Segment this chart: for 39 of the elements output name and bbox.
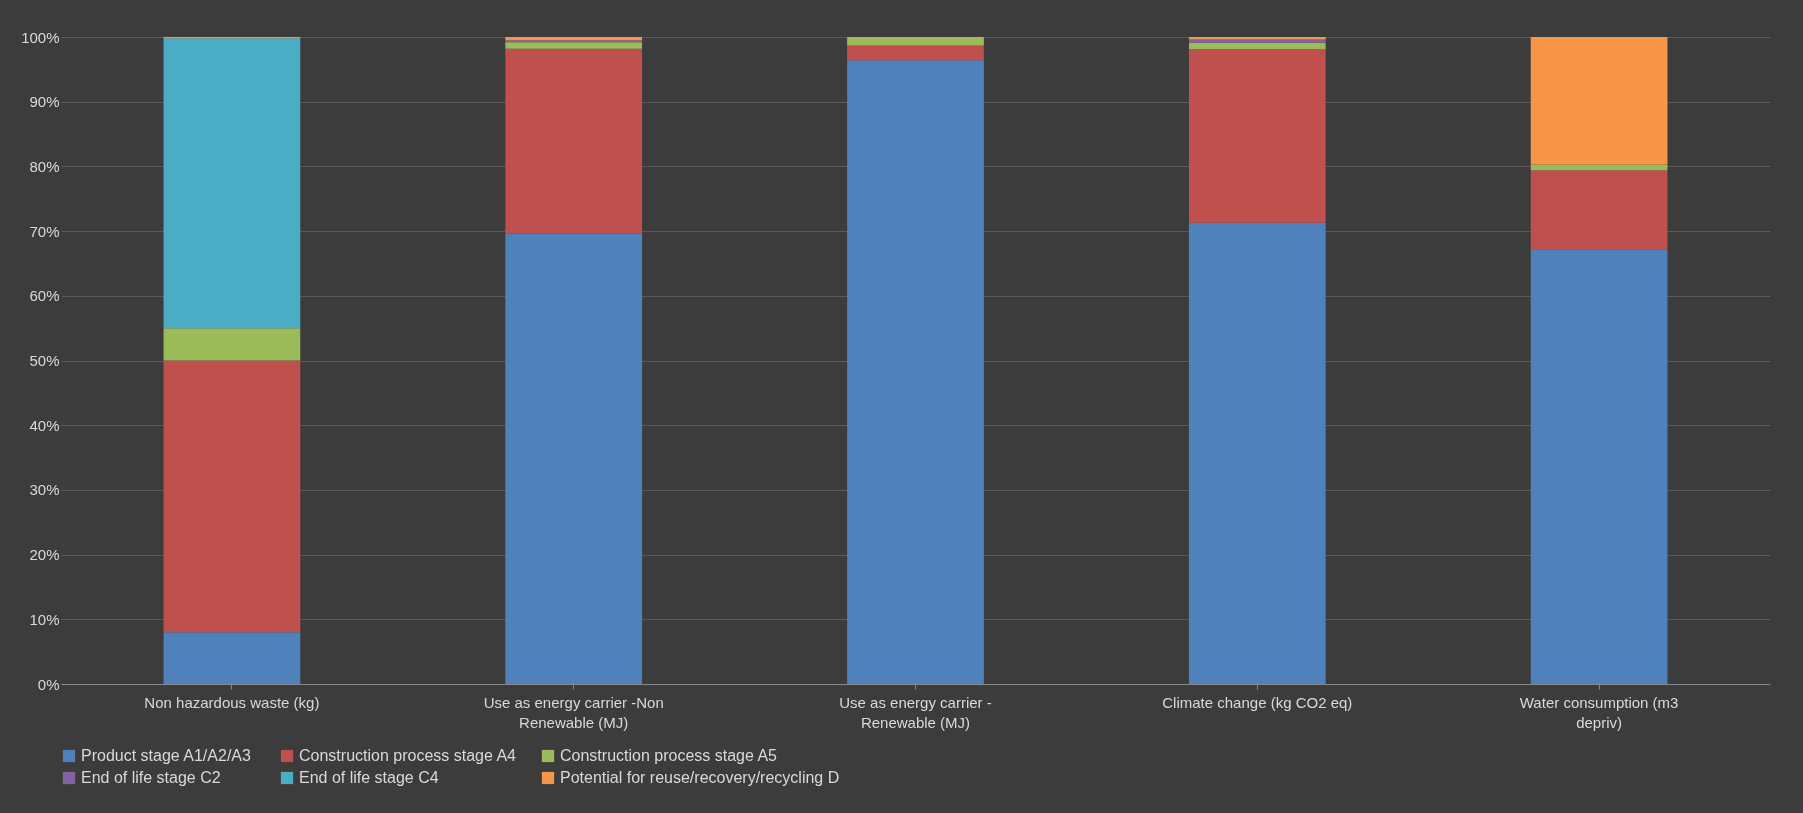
- legend-label: Construction process stage A5: [560, 747, 778, 764]
- legend-label: End of life stage C2: [81, 769, 221, 786]
- y-tick-label: 70%: [29, 222, 60, 240]
- bar: [1530, 164, 1668, 171]
- y-tick-label: 20%: [29, 546, 60, 564]
- bar: [163, 632, 301, 684]
- legend-label: End of life stage C4: [299, 769, 439, 786]
- bar: [505, 42, 643, 49]
- bar: [1188, 49, 1326, 223]
- bar: [1188, 222, 1326, 684]
- y-tick-label: 100%: [21, 28, 60, 46]
- bar: [1188, 42, 1326, 50]
- bar: [847, 60, 984, 684]
- bar: [505, 48, 643, 234]
- bar: [505, 233, 643, 684]
- x-tick-label: Non hazardous waste (kg): [144, 693, 320, 711]
- y-tick-label: 10%: [29, 610, 60, 628]
- y-tick-label: 0%: [37, 675, 60, 693]
- y-tick-label: 90%: [29, 93, 60, 111]
- bar: [163, 328, 301, 361]
- legend-label: Potential for reuse/recovery/recycling D: [560, 769, 840, 786]
- legend-label: Product stage A1/A2/A3: [81, 747, 251, 764]
- x-tick-label: Use as energy carrier -Non Renewable (MJ): [483, 693, 664, 731]
- bar: [847, 37, 984, 46]
- bar: [1530, 170, 1668, 250]
- y-tick-label: 40%: [29, 416, 60, 434]
- legend-label: Construction process stage A4: [299, 747, 517, 764]
- y-tick-label: 80%: [29, 157, 60, 175]
- bar: [163, 38, 301, 329]
- y-tick-label: 30%: [29, 481, 60, 499]
- bar: [847, 45, 984, 61]
- y-tick-label: 50%: [29, 352, 60, 369]
- bar: [163, 360, 301, 633]
- x-tick-label: Use as energy carrier - Renewable (MJ): [839, 693, 992, 731]
- bar: [1530, 37, 1668, 165]
- x-tick-label: Water consumption (m3 depriv): [1519, 693, 1679, 731]
- y-tick-label: 60%: [29, 287, 60, 305]
- x-tick-label: Climate change (kg CO2 eq): [1162, 693, 1353, 711]
- bar: [1530, 249, 1668, 684]
